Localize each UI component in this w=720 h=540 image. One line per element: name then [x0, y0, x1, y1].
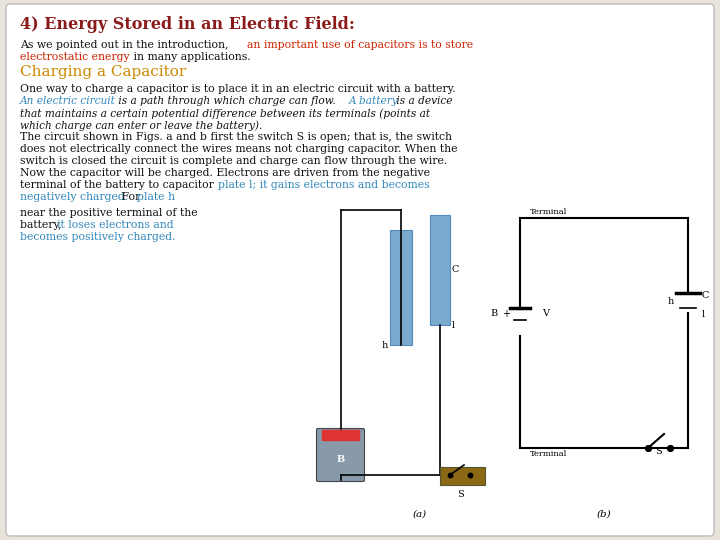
Text: An electric circuit: An electric circuit	[20, 96, 116, 106]
Text: does not electrically connect the wires means not charging capacitor. When the: does not electrically connect the wires …	[20, 144, 457, 154]
Text: S: S	[656, 447, 662, 456]
Text: C: C	[702, 291, 709, 300]
Bar	[430, 215, 450, 325]
FancyBboxPatch shape	[317, 429, 364, 482]
Text: in many applications.: in many applications.	[130, 52, 251, 62]
Text: S: S	[456, 490, 464, 499]
Text: Now the capacitor will be charged. Electrons are driven from the negative: Now the capacitor will be charged. Elect…	[20, 168, 430, 178]
Text: Charging a Capacitor: Charging a Capacitor	[20, 65, 186, 79]
Bar	[322, 430, 359, 440]
Text: As we pointed out in the introduction,: As we pointed out in the introduction,	[20, 40, 232, 50]
Text: l: l	[702, 310, 705, 319]
Text: battery,: battery,	[20, 220, 65, 230]
Text: For: For	[118, 192, 144, 202]
Text: Terminal: Terminal	[530, 208, 567, 216]
Text: electrostatic energy: electrostatic energy	[20, 52, 130, 62]
Text: B: B	[491, 309, 498, 319]
Text: (a): (a)	[413, 510, 427, 519]
Text: it loses electrons and: it loses electrons and	[57, 220, 174, 230]
Text: B: B	[336, 456, 345, 464]
Text: terminal of the battery to capacitor: terminal of the battery to capacitor	[20, 180, 217, 190]
Bar	[440, 467, 485, 485]
Text: A battery: A battery	[349, 96, 399, 106]
Text: near the positive terminal of the: near the positive terminal of the	[20, 208, 197, 218]
Text: negatively charged.: negatively charged.	[20, 192, 128, 202]
Text: that maintains a certain potential difference between its terminals (points at: that maintains a certain potential diffe…	[20, 108, 430, 119]
Text: Terminal: Terminal	[530, 450, 567, 458]
Text: l: l	[452, 321, 455, 330]
Text: switch is closed the circuit is complete and charge can flow through the wire.: switch is closed the circuit is complete…	[20, 156, 447, 166]
Text: plate h: plate h	[137, 192, 175, 202]
Text: is a device: is a device	[393, 96, 452, 106]
Text: an important use of capacitors is to store: an important use of capacitors is to sto…	[247, 40, 473, 50]
Text: C: C	[452, 266, 459, 274]
Text: which charge can enter or leave the battery).: which charge can enter or leave the batt…	[20, 120, 262, 131]
Text: plate l; it gains electrons and becomes: plate l; it gains electrons and becomes	[218, 180, 430, 190]
FancyBboxPatch shape	[6, 4, 714, 536]
Text: is a path through which charge can flow.: is a path through which charge can flow.	[115, 96, 339, 106]
Text: h: h	[382, 341, 388, 350]
Bar	[390, 230, 412, 345]
Text: h: h	[667, 296, 674, 306]
Text: 4) Energy Stored in an Electric Field:: 4) Energy Stored in an Electric Field:	[20, 16, 355, 33]
Text: The circuit shown in Figs. a and b first the switch S is open; that is, the swit: The circuit shown in Figs. a and b first…	[20, 132, 452, 142]
Text: V: V	[542, 309, 549, 319]
Text: +: +	[502, 309, 510, 319]
Text: becomes positively charged.: becomes positively charged.	[20, 232, 176, 242]
Text: (b): (b)	[597, 510, 611, 519]
Text: One way to charge a capacitor is to place it in an electric circuit with a batte: One way to charge a capacitor is to plac…	[20, 84, 456, 94]
